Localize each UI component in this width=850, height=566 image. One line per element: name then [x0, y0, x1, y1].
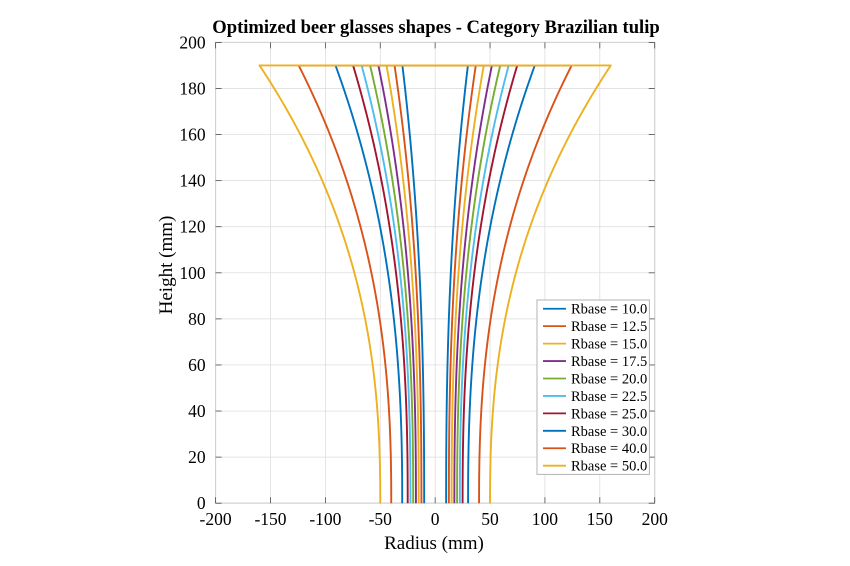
svg-text:Rbase = 10.0: Rbase = 10.0	[571, 302, 647, 318]
svg-text:60: 60	[188, 355, 206, 375]
svg-text:Rbase = 40.0: Rbase = 40.0	[571, 441, 647, 457]
svg-text:Radius (mm): Radius (mm)	[384, 533, 484, 554]
svg-text:Rbase = 22.5: Rbase = 22.5	[571, 389, 647, 405]
svg-text:0: 0	[197, 493, 206, 513]
svg-text:Rbase = 12.5: Rbase = 12.5	[571, 319, 647, 335]
svg-text:Rbase = 20.0: Rbase = 20.0	[571, 371, 647, 387]
svg-text:0: 0	[431, 509, 440, 529]
svg-text:-100: -100	[309, 509, 341, 529]
svg-text:Rbase = 30.0: Rbase = 30.0	[571, 424, 647, 440]
svg-text:160: 160	[179, 125, 206, 145]
svg-text:-150: -150	[254, 509, 286, 529]
svg-text:Rbase = 15.0: Rbase = 15.0	[571, 337, 647, 353]
svg-text:50: 50	[481, 509, 499, 529]
svg-text:-50: -50	[369, 509, 393, 529]
svg-text:80: 80	[188, 309, 206, 329]
svg-text:100: 100	[532, 509, 559, 529]
svg-text:140: 140	[179, 171, 206, 191]
svg-text:Rbase = 17.5: Rbase = 17.5	[571, 354, 647, 370]
svg-text:200: 200	[179, 32, 206, 52]
svg-text:150: 150	[587, 509, 614, 529]
svg-text:40: 40	[188, 401, 206, 421]
svg-text:Optimized beer glasses shapes: Optimized beer glasses shapes - Category…	[212, 17, 659, 38]
svg-text:Height (mm): Height (mm)	[156, 216, 177, 315]
svg-text:120: 120	[179, 217, 206, 237]
svg-text:20: 20	[188, 447, 206, 467]
svg-text:180: 180	[179, 78, 206, 98]
svg-text:Rbase = 50.0: Rbase = 50.0	[571, 459, 647, 475]
svg-text:Rbase = 25.0: Rbase = 25.0	[571, 406, 647, 422]
svg-text:100: 100	[179, 263, 206, 283]
svg-text:200: 200	[642, 509, 669, 529]
